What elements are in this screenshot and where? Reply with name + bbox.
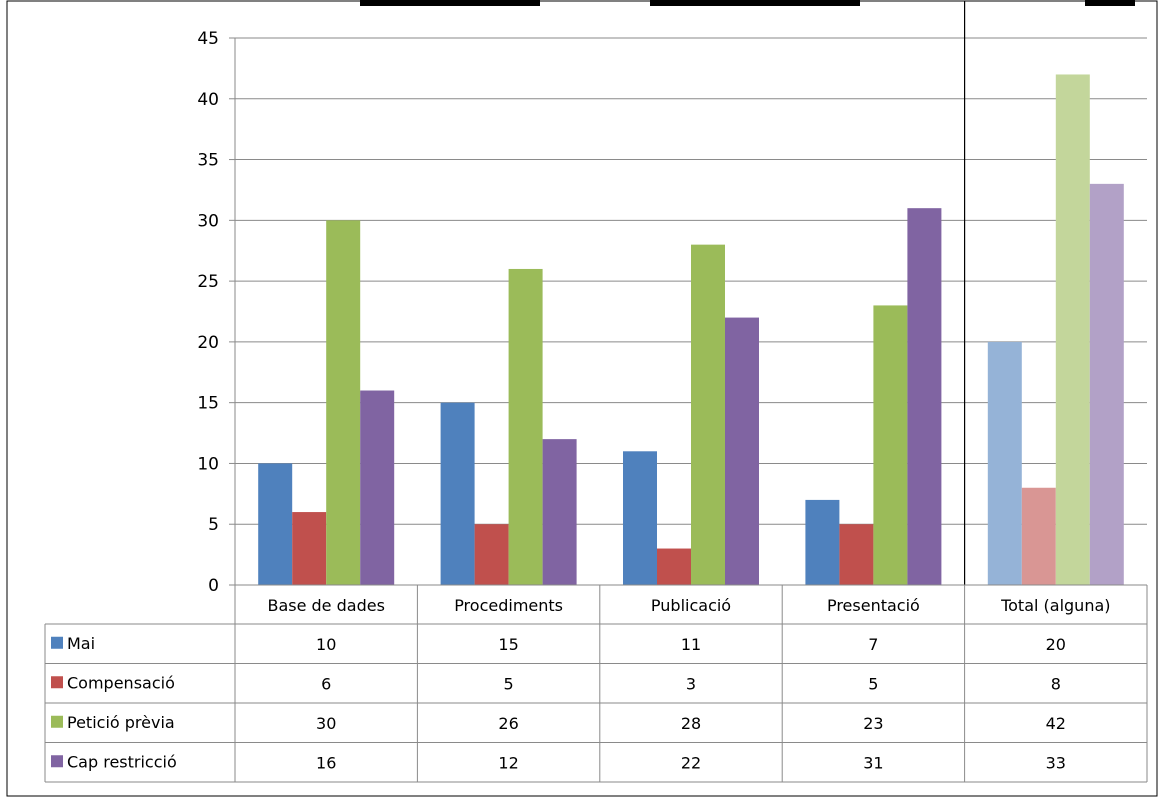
y-tick-label: 45 xyxy=(197,29,219,49)
y-tick-label: 35 xyxy=(197,151,219,171)
legend-swatch xyxy=(51,715,63,728)
data-label: 30 xyxy=(316,714,336,733)
bar xyxy=(805,499,840,585)
category-label: Procediments xyxy=(454,596,563,615)
bar xyxy=(292,512,327,585)
bar xyxy=(1089,183,1124,585)
category-label: Total (alguna) xyxy=(1000,596,1110,615)
bar xyxy=(1055,74,1090,585)
bar xyxy=(873,305,908,585)
bar xyxy=(326,220,361,586)
data-table: Base de dades Procediments Publicació Prese… xyxy=(44,1,1148,783)
data-label: 33 xyxy=(1046,753,1066,772)
y-tick-label: 20 xyxy=(197,333,219,353)
cropped-title-fragment xyxy=(1085,0,1135,6)
y-axis: 0 5 10 15 20 25 30 35 40 45 xyxy=(197,29,236,596)
y-tick-label: 10 xyxy=(197,454,219,474)
legend-entry: Mai xyxy=(67,634,95,653)
data-label: 23 xyxy=(863,714,883,733)
legend-swatch xyxy=(51,676,63,689)
data-label: 11 xyxy=(681,635,701,654)
legend-swatch xyxy=(51,636,63,649)
bars xyxy=(258,74,1124,586)
data-label: 42 xyxy=(1046,714,1066,733)
data-label: 12 xyxy=(498,753,518,772)
chart-border xyxy=(6,0,1158,797)
data-label: 31 xyxy=(863,753,883,772)
data-label: 15 xyxy=(498,635,518,654)
bar xyxy=(657,548,691,585)
category-label: Publicació xyxy=(651,596,731,615)
y-tick-label: 5 xyxy=(208,515,219,535)
data-label: 8 xyxy=(1051,674,1061,693)
data-label: 5 xyxy=(868,674,878,693)
data-label: 16 xyxy=(316,753,336,772)
y-tick-label: 15 xyxy=(197,394,219,414)
bar xyxy=(725,317,759,585)
data-label: 26 xyxy=(498,714,518,733)
legend-entry: Compensació xyxy=(67,673,175,692)
bar xyxy=(542,439,577,585)
bar xyxy=(508,268,543,585)
data-label: 20 xyxy=(1046,635,1066,654)
bar xyxy=(258,463,293,585)
bar xyxy=(360,390,395,585)
y-tick-label: 40 xyxy=(197,90,219,110)
data-label: 3 xyxy=(686,674,696,693)
category-label: Base de dades xyxy=(267,596,384,615)
bar xyxy=(474,524,509,585)
bar xyxy=(440,402,475,585)
data-label: 6 xyxy=(321,674,331,693)
legend-swatch xyxy=(51,755,63,768)
y-tick-label: 0 xyxy=(208,576,219,596)
bar xyxy=(987,341,1022,585)
data-label: 22 xyxy=(681,753,701,772)
bar xyxy=(1021,487,1056,585)
data-label: 28 xyxy=(681,714,701,733)
y-tick-label: 30 xyxy=(197,211,219,231)
y-tick-label: 25 xyxy=(197,272,219,292)
bar xyxy=(623,451,657,585)
bar xyxy=(907,208,942,585)
cropped-title xyxy=(360,0,1135,6)
data-label: 5 xyxy=(504,674,514,693)
data-label: 7 xyxy=(868,635,878,654)
legend-entry: Cap restricció xyxy=(67,752,177,771)
data-label: 10 xyxy=(316,635,336,654)
category-label: Presentació xyxy=(827,596,920,615)
bar xyxy=(691,244,725,585)
cropped-title-fragment xyxy=(360,0,540,6)
cropped-title-fragment xyxy=(650,0,860,6)
bar xyxy=(839,524,874,585)
legend-entry: Petició prèvia xyxy=(67,713,175,732)
